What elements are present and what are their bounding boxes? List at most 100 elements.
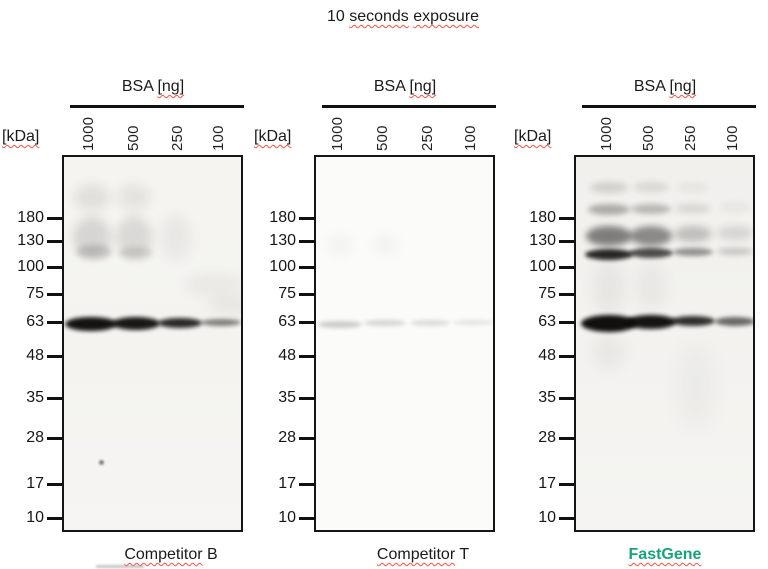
marker-tick <box>299 397 314 400</box>
marker-tick <box>299 321 314 324</box>
marker-tick <box>559 483 574 486</box>
protein-band <box>671 316 715 326</box>
caption-suffix: B <box>202 546 218 563</box>
marker-tick <box>559 397 574 400</box>
marker-tick <box>299 266 314 269</box>
blot-panel-competitor-t: BSA [ng] [kDa] 1000 500 250 100 180 130 100 75… <box>252 78 498 569</box>
lane-label-1000ng: 1000 <box>598 116 615 151</box>
protein-band <box>638 262 664 312</box>
panel-caption-fastgene: FastGene <box>574 546 756 564</box>
protein-band <box>371 234 399 256</box>
protein-band <box>593 334 625 370</box>
protein-band <box>677 182 709 192</box>
marker-tick <box>47 397 62 400</box>
protein-band <box>74 184 110 210</box>
bsa-amount-header: BSA [ng] <box>62 78 244 96</box>
marker-tick <box>559 266 574 269</box>
figure-title: 10 seconds exposure <box>253 8 553 26</box>
marker-tick <box>299 217 314 220</box>
panel-caption-competitor-b: Competitor B <box>62 546 280 564</box>
marker-tick <box>559 293 574 296</box>
lane-label-250ng: 250 <box>169 125 186 151</box>
bsa-header-underline <box>582 105 756 108</box>
lane-label-500ng: 500 <box>640 125 657 151</box>
blot-panel-competitor-b: BSA [ng] [kDa] 1000 500 250 100 180 130 100 75… <box>0 78 246 569</box>
marker-label-10kda: 10 <box>278 509 296 526</box>
marker-tick <box>299 355 314 358</box>
marker-tick <box>299 517 314 520</box>
marker-label-63kda: 63 <box>538 313 556 330</box>
ng-unit-label: [ng] <box>157 78 185 95</box>
marker-label-35kda: 35 <box>26 389 44 406</box>
protein-band <box>717 226 753 240</box>
protein-band <box>675 203 711 213</box>
protein-band <box>201 318 241 326</box>
marker-label-75kda: 75 <box>538 285 556 302</box>
marker-tick <box>47 240 62 243</box>
marker-label-100kda: 100 <box>269 258 296 275</box>
caption-text: Competitor <box>124 546 203 563</box>
marker-tick <box>299 240 314 243</box>
protein-band <box>410 320 450 326</box>
marker-label-130kda: 130 <box>269 232 296 249</box>
marker-tick <box>559 517 574 520</box>
marker-label-63kda: 63 <box>26 313 44 330</box>
marker-label-48kda: 48 <box>26 347 44 364</box>
marker-tick <box>47 517 62 520</box>
protein-band <box>719 203 751 211</box>
lane-label-250ng: 250 <box>682 125 699 151</box>
western-blot-image-competitor-t <box>314 155 495 532</box>
western-blot-image-competitor-b <box>62 155 243 532</box>
protein-band <box>112 316 160 330</box>
bsa-amount-header: BSA [ng] <box>314 78 496 96</box>
protein-band <box>116 216 152 258</box>
marker-label-100kda: 100 <box>529 258 556 275</box>
marker-label-28kda: 28 <box>538 429 556 446</box>
marker-tick <box>299 483 314 486</box>
marker-tick <box>559 437 574 440</box>
protein-band <box>590 181 628 193</box>
bsa-header-underline <box>322 105 496 108</box>
protein-band <box>588 203 630 215</box>
kda-axis-label: [kDa] <box>254 128 292 145</box>
protein-band <box>65 317 117 331</box>
panel-caption-competitor-t: Competitor T <box>314 546 532 564</box>
protein-band <box>673 248 713 256</box>
caption-suffix: T <box>455 546 470 563</box>
marker-label-17kda: 17 <box>26 475 44 492</box>
marker-label-28kda: 28 <box>278 429 296 446</box>
lane-label-500ng: 500 <box>374 125 391 151</box>
lane-label-1000ng: 1000 <box>80 116 97 151</box>
marker-label-180kda: 180 <box>17 209 44 226</box>
marker-tick <box>559 321 574 324</box>
marker-tick <box>47 437 62 440</box>
protein-band <box>631 204 671 214</box>
marker-label-180kda: 180 <box>529 209 556 226</box>
protein-band <box>119 247 153 259</box>
protein-band <box>76 245 112 259</box>
marker-tick <box>47 483 62 486</box>
marker-label-75kda: 75 <box>278 285 296 302</box>
bsa-header-underline <box>70 105 244 108</box>
marker-tick <box>299 437 314 440</box>
protein-band <box>161 214 191 260</box>
marker-label-10kda: 10 <box>538 509 556 526</box>
marker-label-63kda: 63 <box>278 313 296 330</box>
lane-label-100ng: 100 <box>724 125 741 151</box>
lane-label-250ng: 250 <box>419 125 436 151</box>
marker-tick <box>559 217 574 220</box>
marker-label-17kda: 17 <box>278 475 296 492</box>
protein-band <box>633 182 669 192</box>
bsa-label: BSA <box>373 78 405 95</box>
lane-label-500ng: 500 <box>125 125 142 151</box>
protein-band <box>595 259 623 315</box>
marker-label-35kda: 35 <box>538 389 556 406</box>
lane-label-100ng: 100 <box>210 125 227 151</box>
protein-band <box>626 315 676 329</box>
blot-panel-fastgene: BSA [ng] [kDa] 1000 500 250 100 180 130 100 75… <box>512 78 758 569</box>
protein-band <box>674 226 712 242</box>
marker-label-75kda: 75 <box>26 285 44 302</box>
ng-unit-label: [ng] <box>409 78 437 95</box>
marker-tick <box>47 266 62 269</box>
protein-band <box>717 247 753 255</box>
